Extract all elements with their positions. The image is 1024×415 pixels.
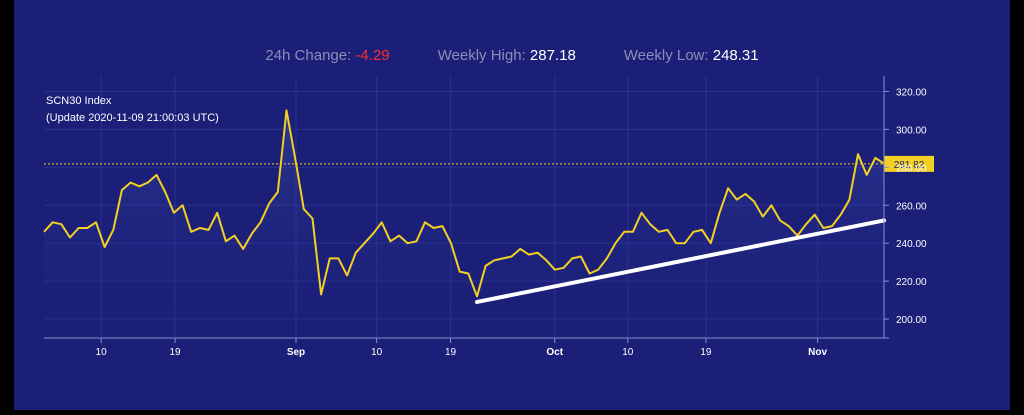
x-tick-label: 10 xyxy=(371,347,383,358)
trendline xyxy=(474,218,886,304)
stat-value: 248.31 xyxy=(712,47,759,64)
chart-title: SCN30 Index xyxy=(46,95,112,107)
stat-value: 287.18 xyxy=(529,47,576,64)
area-fill xyxy=(44,110,884,339)
chart-card: 24h Change: -4.29 Weekly High: 287.18 We… xyxy=(14,0,1010,410)
series-line xyxy=(43,109,885,298)
stat-label: 24h Change: xyxy=(265,47,352,64)
y-tick-label: 240.00 xyxy=(896,239,927,250)
trendline-path xyxy=(474,218,886,304)
stat-label: Weekly High: xyxy=(437,47,526,64)
x-tick-label: Sep xyxy=(287,347,305,358)
y-tick-label: 260.00 xyxy=(896,201,927,212)
chart-area[interactable]: 281.82 200.00 220.00 240.00 260.00 280.00 300… xyxy=(14,0,1010,410)
current-value: 281.82 xyxy=(44,155,934,172)
stats-bar: 24h Change: -4.29 Weekly High: 287.18 We… xyxy=(14,47,1010,71)
series-path xyxy=(43,109,885,298)
chart-subtitle: (Update 2020-11-09 21:00:03 UTC) xyxy=(46,112,219,124)
stat-value: -4.29 xyxy=(355,47,390,64)
stat-weekly-low: Weekly Low: 248.31 xyxy=(624,47,759,71)
x-tick-label: 10 xyxy=(622,347,634,358)
y-tick-label: 300.00 xyxy=(896,125,927,136)
line-chart[interactable]: 281.82 200.00 220.00 240.00 260.00 280.00 300… xyxy=(14,0,1010,410)
y-tick-label: 320.00 xyxy=(896,87,927,98)
x-tick-label: 10 xyxy=(96,347,108,358)
x-tick-label: Oct xyxy=(546,347,563,358)
y-tick-label: 280.00 xyxy=(896,163,927,174)
x-tick-label: 19 xyxy=(169,347,181,358)
axes: 200.00 220.00 240.00 260.00 280.00 300.00 320.… xyxy=(44,76,927,358)
x-tick-label: 19 xyxy=(445,347,457,358)
current-value-label: 281.82 xyxy=(894,160,925,171)
current-value-badge xyxy=(884,155,934,172)
y-tick-label: 220.00 xyxy=(896,277,927,288)
x-tick-label: Nov xyxy=(808,347,827,358)
x-tick-label: 19 xyxy=(700,347,712,358)
stat-weekly-high: Weekly High: 287.18 xyxy=(438,47,576,71)
stat-24h-change: 24h Change: -4.29 xyxy=(265,47,389,71)
area-path xyxy=(44,110,884,339)
y-tick-label: 200.00 xyxy=(896,315,927,326)
stat-label: Weekly Low: xyxy=(623,47,709,64)
